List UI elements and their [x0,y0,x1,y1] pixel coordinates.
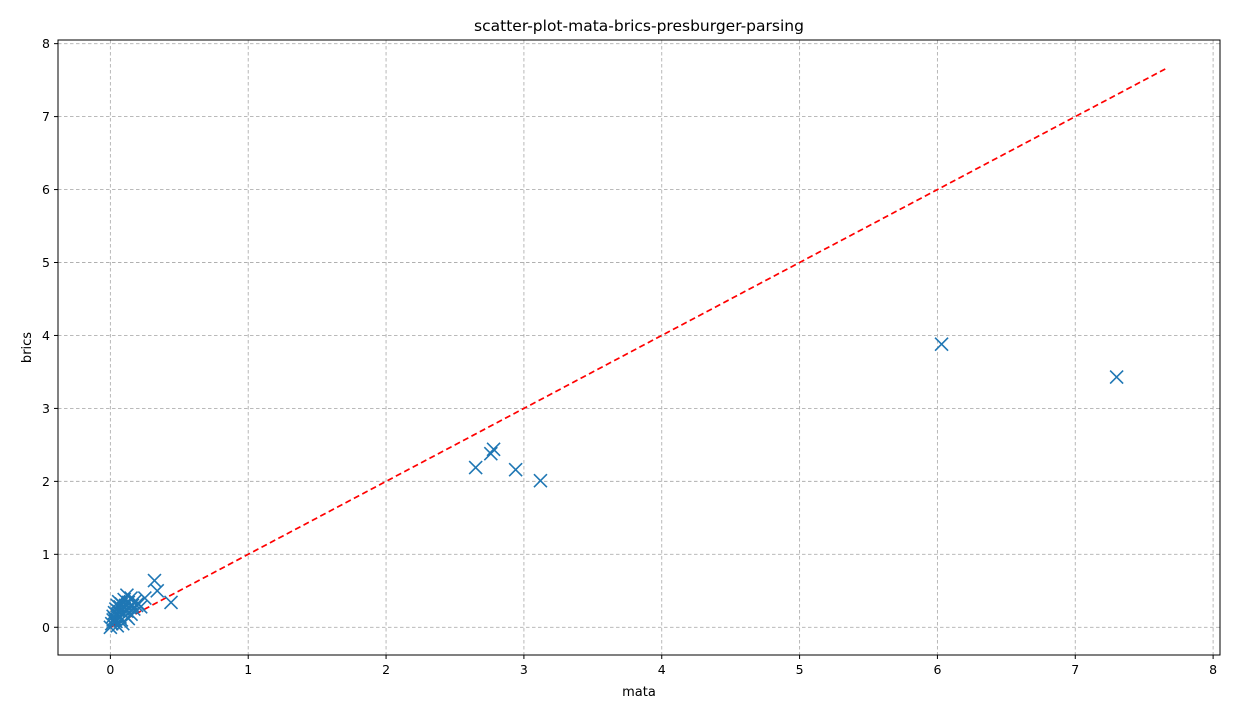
data-point [468,460,483,475]
data-point [934,337,949,352]
x-tick-label: 5 [796,662,804,677]
y-tick-label: 5 [42,255,50,270]
data-point [147,573,162,588]
data-point [483,446,498,461]
data-point [508,462,523,477]
data-point [137,591,152,606]
x-tick-label: 6 [933,662,941,677]
y-tick-label: 2 [42,474,50,489]
y-tick-label: 6 [42,182,50,197]
x-tick-label: 4 [658,662,666,677]
y-axis-label: brics [20,332,35,363]
data-points [103,337,1124,635]
x-tick-label: 1 [244,662,252,677]
data-point [533,473,548,488]
y-tick-label: 4 [42,328,50,343]
x-axis-label: mata [622,685,656,700]
y-tick-label: 0 [42,620,50,635]
data-point [133,599,148,614]
x-tick-label: 3 [520,662,528,677]
x-tick-label: 0 [106,662,114,677]
data-point [1109,369,1124,385]
y-tick-label: 1 [42,547,50,562]
plot-frame [57,39,1221,656]
y-tick-label: 3 [42,401,50,416]
x-tick-label: 7 [1071,662,1079,677]
y-tick-label: 7 [42,109,50,124]
axis-ticks: 0 1 2 3 4 5 6 7 8 0 1 2 3 4 5 6 7 8 [42,36,1217,677]
x-tick-label: 2 [382,662,390,677]
data-point [486,442,501,457]
reference-line [109,66,1169,629]
data-point [163,595,179,610]
x-tick-label: 8 [1209,662,1217,677]
reference-line-layer [109,66,1169,629]
data-point [150,583,165,598]
chart-title: scatter-plot-mata-brics-presburger-parsi… [474,17,804,35]
grid-lines [58,40,1220,655]
y-tick-label: 8 [42,36,50,51]
